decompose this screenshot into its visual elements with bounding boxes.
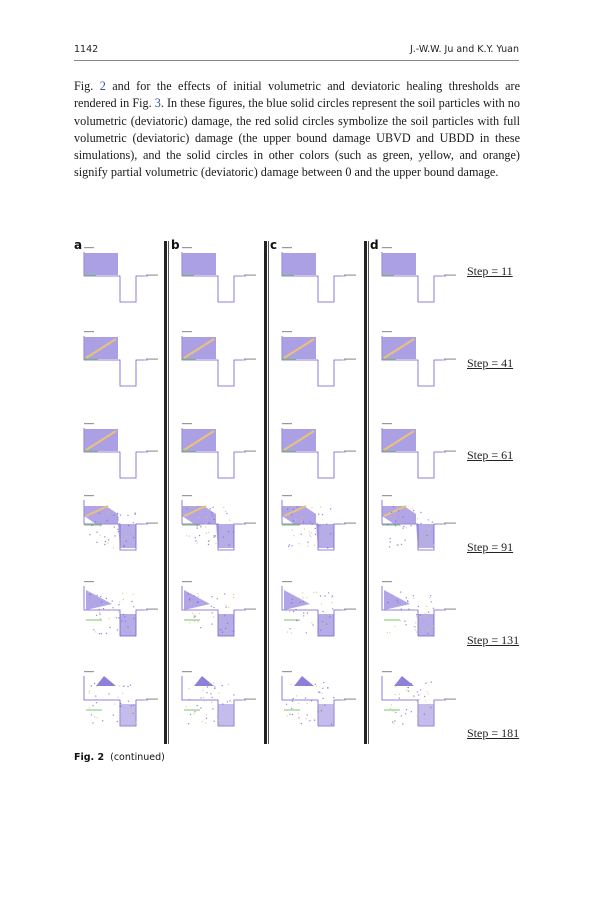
simulation-frame: [380, 246, 460, 312]
page-header: 1142 J.-W.W. Ju and K.Y. Yuan: [74, 44, 519, 61]
figure-ref-link[interactable]: 2: [99, 79, 106, 93]
simulation-frame: [180, 580, 260, 646]
step-label: Step = 11: [467, 264, 513, 278]
simulation-frame: [280, 330, 360, 396]
page-number: 1142: [74, 44, 99, 55]
figure-ref-link[interactable]: 3: [154, 96, 161, 111]
caption-text: (continued): [110, 752, 165, 763]
simulation-frame: [380, 580, 460, 646]
panel-label-d: d: [370, 238, 379, 252]
body-text-part: and for the effects of initial volumetri…: [74, 79, 520, 111]
simulation-frame: [380, 670, 460, 736]
panel-label-a: a: [74, 238, 83, 252]
figure: a b c d Step = 11 Step = 41 Step = 61 St…: [74, 234, 524, 746]
simulation-frame: [82, 580, 162, 646]
simulation-frame: [180, 494, 260, 560]
running-head: J.-W.W. Ju and K.Y. Yuan: [409, 44, 519, 55]
simulation-frame: [180, 330, 260, 396]
step-label: Step = 41: [467, 356, 514, 370]
simulation-frame: [180, 246, 260, 312]
simulation-frame: [82, 670, 162, 736]
panel-label-c: c: [270, 238, 278, 252]
simulation-frame: [82, 494, 162, 560]
simulation-frame: [82, 422, 162, 488]
simulation-frame: [82, 246, 162, 312]
figure-caption: Fig. 2 (continued): [74, 752, 165, 763]
simulation-frame: [180, 670, 260, 736]
simulation-frame: [380, 330, 460, 396]
panel-divider: [164, 241, 169, 744]
simulation-frame: [280, 422, 360, 488]
body-text-part: . In these figures, the blue solid circl…: [74, 96, 520, 180]
caption-label: Fig. 2: [74, 752, 105, 763]
panel-divider: [364, 241, 369, 744]
simulation-frame: [280, 246, 360, 312]
step-label: Step = 131: [467, 633, 520, 647]
simulation-frame: [380, 494, 460, 560]
step-label: Step = 181: [467, 726, 520, 740]
simulation-frame: [280, 580, 360, 646]
body-text-part: Fig.: [74, 79, 100, 93]
simulation-frame: [280, 494, 360, 560]
step-label: Step = 91: [467, 540, 514, 554]
simulation-frame: [380, 422, 460, 488]
step-label: Step = 61: [467, 448, 514, 462]
simulation-frame: [280, 670, 360, 736]
body-paragraph: Fig. 2 and for the effects of initial vo…: [74, 78, 520, 182]
panel-divider: [264, 241, 269, 744]
panel-label-b: b: [171, 238, 180, 252]
simulation-frame: [180, 422, 260, 488]
simulation-frame: [82, 330, 162, 396]
